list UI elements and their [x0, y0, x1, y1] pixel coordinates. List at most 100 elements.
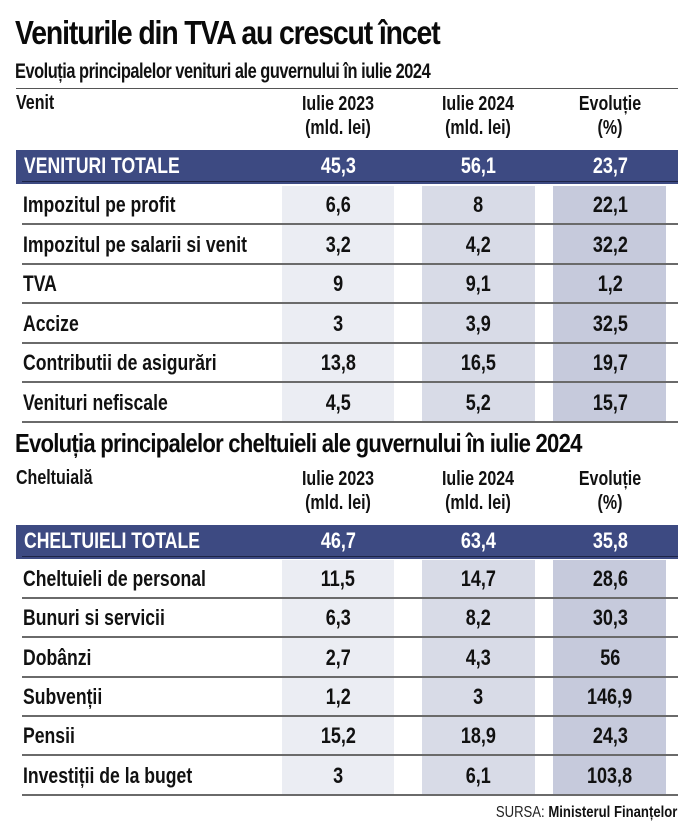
table-row: Impozitul pe salarii si venit 3,2 4,2 32,2 [0, 226, 699, 265]
col-header-line: Iulie 2023 [301, 468, 375, 490]
cell-value: 9,1 [465, 271, 491, 296]
col-header-unit: (mld. lei) [305, 117, 371, 139]
cell-value: 16,5 [460, 350, 496, 375]
cell-value: 13,8 [320, 350, 356, 375]
cell-value: 2,7 [325, 644, 351, 670]
cell-change: 15,7 [550, 390, 670, 416]
row-label: Contributii de asigurări [23, 350, 217, 375]
cell-jul2023: 6,6 [278, 192, 398, 218]
cell-value: 30,3 [592, 605, 628, 631]
cell-jul2024: 8,2 [418, 605, 538, 631]
col-header-line: Evoluție [578, 468, 642, 490]
cell-value: 1,2 [597, 271, 623, 296]
cell-jul2024: 16,5 [418, 350, 538, 376]
cell-jul2023: 13,8 [278, 350, 398, 376]
table-row: Impozitul pe profit 6,6 8 22,1 [0, 186, 699, 225]
cell-value: 146,9 [587, 683, 633, 709]
cell-value: 22,1 [592, 192, 628, 217]
col-header-unit: (mld. lei) [445, 492, 511, 514]
table-row: Subvenții 1,2 3 146,9 [0, 678, 699, 717]
cell-value: 46,7 [320, 528, 356, 553]
row-label: Dobânzi [23, 644, 92, 670]
col-header-line: Iulie 2024 [441, 93, 515, 115]
row-divider [22, 675, 678, 678]
divider [16, 88, 678, 89]
row-label: Accize [23, 310, 79, 336]
table-row: Investiții de la buget 3 6,1 103,8 [0, 757, 699, 796]
cell-jul2024: 8 [418, 192, 538, 218]
cell-change: 103,8 [550, 763, 670, 789]
source-note: SURSA: Ministerul Finanțelor [495, 804, 677, 822]
cell-change: 146,9 [550, 684, 670, 710]
cell-value: 28,6 [592, 566, 628, 591]
col-header-unit: (mld. lei) [305, 492, 371, 514]
cell-jul2023: 6,3 [278, 605, 398, 631]
cell-value: 8,2 [465, 605, 491, 631]
revenue-total-label: VENITURI TOTALE [24, 153, 180, 178]
cell-value: 63,4 [460, 528, 496, 553]
expenses-total-jul2023: 46,7 [278, 528, 398, 554]
cell-jul2023: 2,7 [278, 645, 398, 671]
cell-jul2024: 4,2 [418, 232, 538, 258]
cell-value: 35,8 [592, 528, 628, 553]
cell-jul2024: 3 [418, 684, 538, 710]
table-row: Accize 3 3,9 32,5 [0, 305, 699, 344]
cell-value: 18,9 [460, 723, 496, 749]
cell-value: 4,2 [465, 231, 491, 257]
revenue-total-jul2024: 56,1 [418, 153, 538, 179]
row-label: Impozitul pe profit [23, 192, 176, 217]
row-divider [22, 223, 678, 225]
expenses-col-jul2023: Iulie 2023 (mld. lei) [278, 467, 398, 515]
col-header-line: Iulie 2023 [301, 93, 375, 115]
col-header-unit: (mld. lei) [445, 117, 511, 139]
row-divider [22, 597, 678, 599]
cell-jul2024: 9,1 [418, 271, 538, 297]
column-shade-change [553, 560, 666, 796]
table-row: Dobânzi 2,7 4,3 56 [0, 639, 699, 678]
cell-value: 24,3 [592, 723, 628, 749]
row-divider [22, 714, 678, 717]
expenses-total-change: 35,8 [550, 528, 670, 554]
cell-jul2024: 18,9 [418, 723, 538, 749]
cell-jul2024: 3,9 [418, 311, 538, 337]
cell-value: 32,5 [592, 310, 628, 336]
cell-change: 28,6 [550, 566, 670, 592]
col-header-line: Evoluție [578, 93, 642, 115]
cell-value: 23,7 [592, 153, 628, 178]
column-shade-jul2024 [422, 186, 535, 423]
cell-jul2023: 11,5 [278, 566, 398, 592]
row-divider [22, 420, 678, 423]
cell-value: 5,2 [465, 389, 491, 415]
cell-value: 32,2 [592, 231, 628, 257]
row-label: Pensii [23, 723, 75, 749]
table-row: Contributii de asigurări 13,8 16,5 19,7 [0, 344, 699, 383]
column-shade-change [553, 186, 666, 423]
table-row: Pensii 15,2 18,9 24,3 [0, 717, 699, 757]
row-divider [22, 302, 678, 304]
cell-jul2023: 1,2 [278, 684, 398, 710]
revenue-total-row: VENITURI TOTALE 45,3 56,1 23,7 [16, 150, 678, 184]
row-divider [22, 341, 678, 344]
cell-change: 32,5 [550, 311, 670, 337]
cell-jul2024: 6,1 [418, 763, 538, 789]
column-shade-jul2024 [422, 560, 535, 796]
cell-change: 32,2 [550, 232, 670, 258]
cell-jul2024: 5,2 [418, 390, 538, 416]
cell-value: 6,6 [325, 192, 351, 217]
table-row: Cheltuieli de personal 11,5 14,7 28,6 [0, 560, 699, 599]
table-row: Venituri nefiscale 4,5 5,2 15,7 [0, 384, 699, 423]
cell-value: 15,2 [320, 723, 356, 749]
cell-value: 14,7 [460, 566, 496, 591]
cell-jul2023: 3,2 [278, 232, 398, 258]
table-row: TVA 9 9,1 1,2 [0, 265, 699, 304]
page-title: Veniturile din TVA au crescut încet [15, 14, 441, 51]
cell-change: 56 [550, 645, 670, 671]
expenses-col-change: Evoluție (%) [550, 467, 670, 515]
cell-jul2023: 15,2 [278, 723, 398, 749]
cell-value: 11,5 [320, 566, 356, 591]
expenses-total-jul2024: 63,4 [418, 528, 538, 554]
revenue-total-jul2023: 45,3 [278, 153, 398, 179]
cell-value: 1,2 [325, 683, 351, 709]
cell-value: 3 [332, 762, 344, 788]
cell-jul2024: 14,7 [418, 566, 538, 592]
